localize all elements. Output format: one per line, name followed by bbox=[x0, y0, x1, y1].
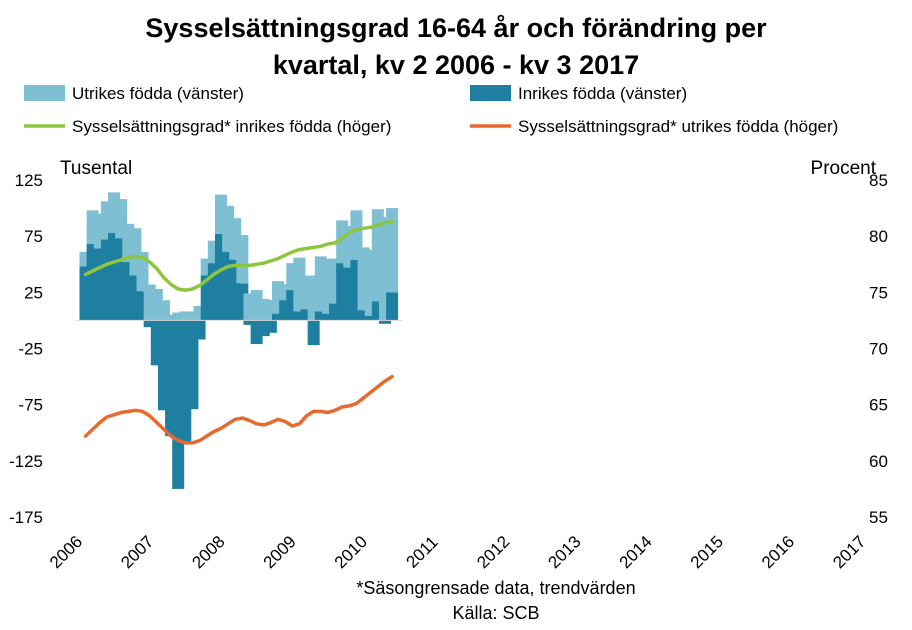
y-right-tick-label: 85 bbox=[869, 171, 888, 190]
x-tick-label: 2006 bbox=[46, 532, 86, 572]
y-left-tick-label: -175 bbox=[9, 508, 43, 527]
source-note: Källa: SCB bbox=[452, 603, 539, 623]
x-tick-label: 2015 bbox=[687, 532, 727, 572]
y-left-axis: 125 75 25 -25 -75 -125 -175 bbox=[9, 171, 43, 527]
y-left-tick-label: -25 bbox=[18, 340, 43, 359]
x-tick-label: 2009 bbox=[260, 532, 300, 572]
bar-utrikes bbox=[186, 311, 199, 321]
line-inrikes bbox=[83, 219, 394, 292]
y-left-tick-label: 25 bbox=[24, 283, 43, 302]
y-right-unit-label: Procent bbox=[811, 158, 877, 179]
bar-utrikes bbox=[236, 235, 249, 284]
bar-inrikes bbox=[321, 313, 334, 321]
y-right-tick-label: 75 bbox=[869, 283, 888, 302]
x-tick-label: 2013 bbox=[544, 532, 584, 572]
y-left-unit-label: Tusental bbox=[60, 158, 132, 179]
bar-inrikes bbox=[143, 320, 156, 328]
bar-utrikes bbox=[179, 311, 192, 321]
legend-label-utrikes-line: Sysselsättningsgrad* utrikes födda (höge… bbox=[518, 117, 838, 136]
y-right-tick-label: 60 bbox=[869, 452, 888, 471]
bar-inrikes bbox=[378, 320, 391, 324]
y-left-tick-label: -75 bbox=[18, 396, 43, 415]
bar-inrikes bbox=[314, 311, 327, 321]
bar-utrikes bbox=[136, 251, 149, 292]
chart-title-line1: Sysselsättningsgrad 16-64 år och förändr… bbox=[145, 13, 767, 43]
legend-swatch-inrikes-bar bbox=[470, 85, 511, 101]
chart-title-line2: kvartal, kv 2 2006 - kv 3 2017 bbox=[273, 50, 639, 80]
y-right-tick-label: 80 bbox=[869, 227, 888, 246]
y-right-tick-label: 55 bbox=[869, 508, 888, 527]
x-tick-label: 2017 bbox=[829, 532, 869, 572]
bar-inrikes bbox=[386, 292, 399, 321]
bar-inrikes bbox=[293, 311, 306, 321]
x-tick-label: 2014 bbox=[616, 532, 656, 572]
x-tick-label: 2010 bbox=[331, 532, 371, 572]
bar-utrikes bbox=[172, 312, 185, 321]
y-right-tick-label: 65 bbox=[869, 396, 888, 415]
bar-inrikes bbox=[264, 320, 277, 333]
legend-label-inrikes-bar: Inrikes födda (vänster) bbox=[518, 84, 687, 103]
y-right-tick-label: 70 bbox=[869, 340, 888, 359]
y-left-tick-label: 125 bbox=[15, 171, 43, 190]
x-tick-label: 2008 bbox=[188, 532, 228, 572]
y-right-axis: 85 80 75 70 65 60 55 bbox=[869, 171, 888, 527]
bar-utrikes bbox=[386, 208, 399, 293]
bar-utrikes bbox=[165, 314, 178, 321]
x-tick-label: 2007 bbox=[117, 532, 157, 572]
x-tick-label: 2011 bbox=[402, 532, 441, 571]
line-series bbox=[83, 219, 394, 445]
legend-swatch-utrikes-bar bbox=[24, 85, 65, 101]
y-left-tick-label: 75 bbox=[24, 227, 43, 246]
bar-inrikes bbox=[243, 320, 256, 325]
line-utrikes bbox=[83, 374, 394, 445]
bar-inrikes bbox=[307, 320, 320, 346]
legend-label-inrikes-line: Sysselsättningsgrad* inrikes födda (höge… bbox=[72, 117, 391, 136]
bar-inrikes bbox=[364, 315, 377, 321]
bar-inrikes bbox=[186, 320, 199, 410]
footnote: *Säsongrensade data, trendvärden bbox=[356, 578, 635, 598]
bar-series bbox=[79, 192, 399, 489]
x-tick-label: 2016 bbox=[758, 532, 798, 572]
bar-inrikes bbox=[357, 310, 370, 321]
legend: Utrikes födda (vänster) Inrikes födda (v… bbox=[24, 84, 838, 136]
y-left-tick-label: -125 bbox=[9, 452, 43, 471]
bar-inrikes bbox=[193, 320, 206, 340]
bar-inrikes bbox=[300, 309, 313, 321]
x-axis: 2006 2007 2008 2009 2010 2011 2012 2013 2014 2015… bbox=[46, 532, 869, 572]
x-tick-label: 2012 bbox=[473, 532, 513, 572]
legend-label-utrikes-bar: Utrikes födda (vänster) bbox=[72, 84, 244, 103]
bar-inrikes bbox=[272, 313, 285, 321]
